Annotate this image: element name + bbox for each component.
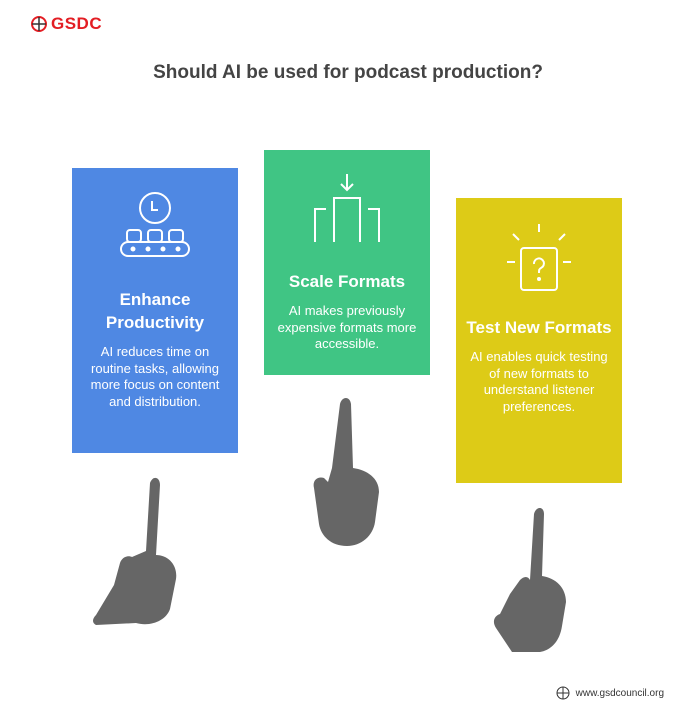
card-enhance-productivity: Enhance Productivity AI reduces time on … <box>72 168 238 453</box>
globe-icon <box>556 686 570 700</box>
card-description: AI reduces time on routine tasks, allowi… <box>90 344 220 409</box>
footer: www.gsdcouncil.org <box>556 686 664 700</box>
logo-text: GSDC <box>51 14 103 33</box>
logo: GSDC <box>30 14 102 34</box>
pointing-hand-icon <box>93 477 177 625</box>
card-description: AI enables quick testing of new formats … <box>470 349 608 414</box>
card-description: AI makes previously expensive formats mo… <box>277 303 417 351</box>
globe-icon <box>31 16 47 32</box>
pointing-hand-icon <box>493 508 566 652</box>
pointing-hand-icon <box>313 398 379 546</box>
card-scale-formats: Scale Formats AI makes previously expens… <box>264 150 430 375</box>
card-test-new-formats: Test New Formats AI enables quick testin… <box>456 198 622 483</box>
page-title: Should AI be used for podcast production… <box>153 62 543 83</box>
card-title: Enhance Productivity <box>105 290 205 332</box>
question-box-icon <box>507 224 571 291</box>
card-title: Scale Formats <box>288 272 406 291</box>
clock-conveyor-icon <box>120 192 190 257</box>
footer-url[interactable]: www.gsdcouncil.org <box>575 687 664 699</box>
card-title: Test New Formats <box>466 318 612 337</box>
scale-up-bars-icon <box>314 174 380 242</box>
